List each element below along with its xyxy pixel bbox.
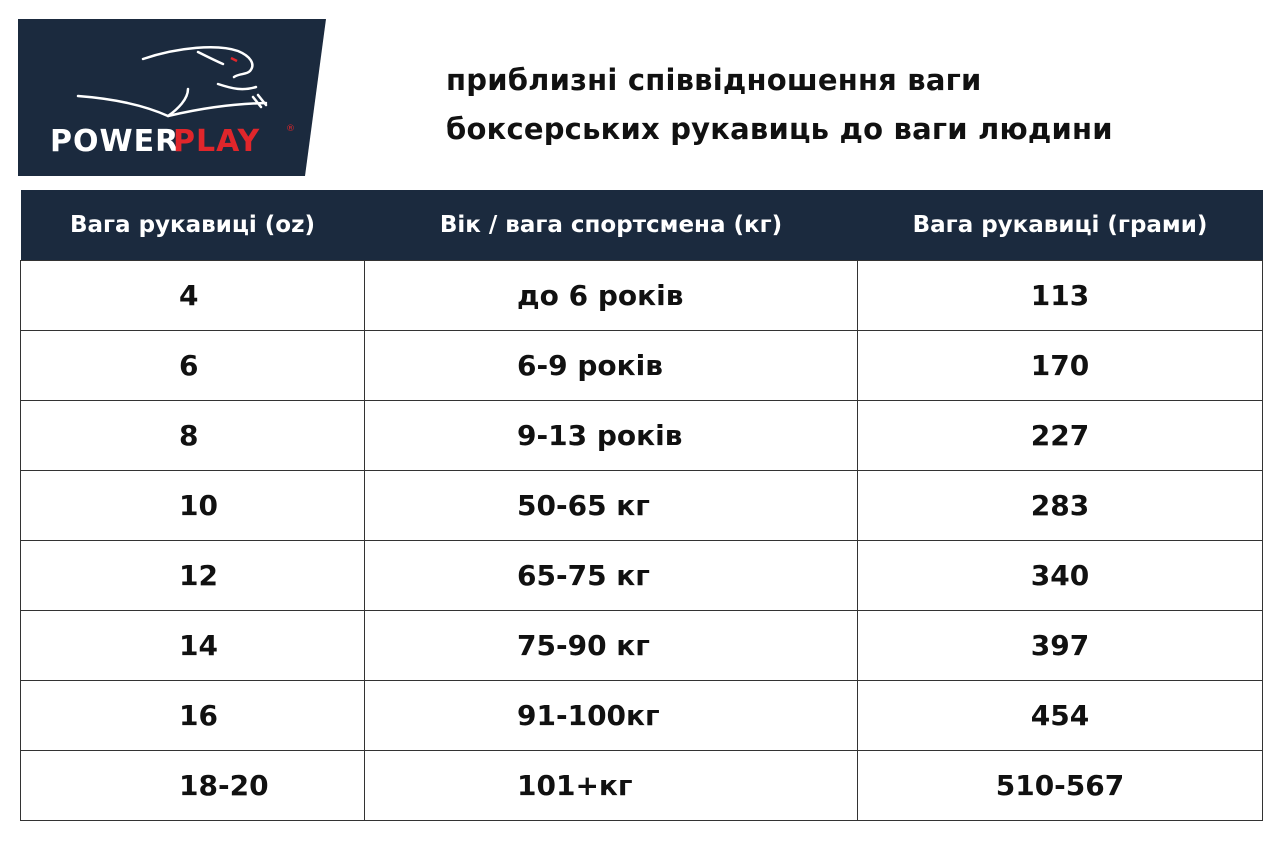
title-line-1: приблизні співвідношення ваги	[446, 63, 982, 97]
table-header-row: Вага рукавиці (oz) Вік / вага спортсмена…	[20, 190, 1263, 261]
svg-text:PLAY: PLAY	[173, 124, 260, 159]
athlete-cell: 50-65 кг	[364, 470, 858, 541]
oz-cell: 12	[20, 540, 365, 611]
athlete-cell: 91-100кг	[364, 680, 858, 751]
oz-cell: 10	[20, 470, 365, 541]
table-row: 10 50-65 кг 283	[20, 470, 1263, 541]
athlete-cell: 65-75 кг	[364, 540, 858, 611]
panther-icon	[76, 46, 268, 118]
table-row: 4 до 6 років 113	[20, 260, 1263, 331]
grams-cell: 283	[857, 470, 1263, 541]
header-glove-grams: Вага рукавиці (грами)	[857, 190, 1263, 261]
grams-cell: 113	[857, 260, 1263, 331]
table-row: 16 91-100кг 454	[20, 680, 1263, 751]
athlete-cell: 75-90 кг	[364, 610, 858, 681]
table-row: 14 75-90 кг 397	[20, 610, 1263, 681]
oz-cell: 4	[20, 260, 365, 331]
grams-cell: 397	[857, 610, 1263, 681]
grams-cell: 510-567	[857, 750, 1263, 821]
grams-cell: 170	[857, 330, 1263, 401]
athlete-cell: до 6 років	[364, 260, 858, 331]
powerplay-logo: POWER PLAY ®	[18, 19, 326, 176]
oz-cell: 14	[20, 610, 365, 681]
svg-text:®: ®	[286, 124, 295, 134]
oz-cell: 18-20	[20, 750, 365, 821]
table-row: 8 9-13 років 227	[20, 400, 1263, 471]
table-row: 12 65-75 кг 340	[20, 540, 1263, 611]
header-athlete: Вік / вага спортсмена (кг)	[364, 190, 858, 261]
oz-cell: 16	[20, 680, 365, 751]
grams-cell: 340	[857, 540, 1263, 611]
table-row: 18-20 101+кг 510-567	[20, 750, 1263, 821]
header-glove-oz: Вага рукавиці (oz)	[20, 190, 365, 261]
page-title: приблизні співвідношення ваги боксерськи…	[446, 56, 1113, 154]
oz-cell: 8	[20, 400, 365, 471]
grams-cell: 454	[857, 680, 1263, 751]
athlete-cell: 6-9 років	[364, 330, 858, 401]
oz-cell: 6	[20, 330, 365, 401]
athlete-cell: 9-13 років	[364, 400, 858, 471]
glove-weight-table: Вага рукавиці (oz) Вік / вага спортсмена…	[20, 190, 1263, 821]
table-row: 6 6-9 років 170	[20, 330, 1263, 401]
title-line-2: боксерських рукавиць до ваги людини	[446, 112, 1113, 146]
athlete-cell: 101+кг	[364, 750, 858, 821]
grams-cell: 227	[857, 400, 1263, 471]
svg-text:POWER: POWER	[50, 124, 179, 159]
